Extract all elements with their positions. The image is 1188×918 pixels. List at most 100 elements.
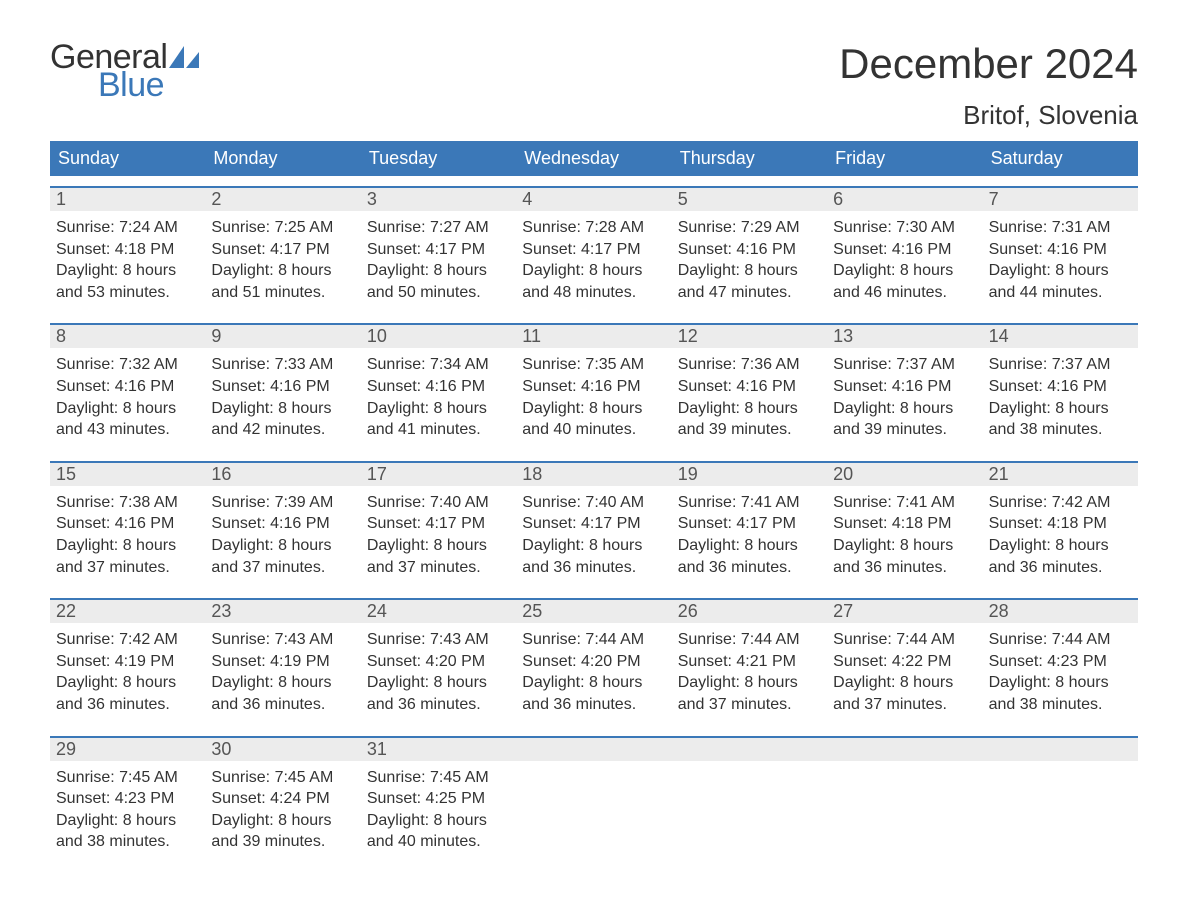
day-details-row: Sunrise: 7:38 AMSunset: 4:16 PMDaylight:… (50, 486, 1138, 588)
day-d1: Daylight: 8 hours (833, 398, 976, 420)
day-d2: and 37 minutes. (56, 557, 199, 579)
day-ss: Sunset: 4:16 PM (989, 376, 1132, 398)
day-d2: and 36 minutes. (522, 557, 665, 579)
day-cell (516, 761, 671, 863)
day-sr: Sunrise: 7:43 AM (211, 629, 354, 651)
day-ss: Sunset: 4:17 PM (522, 513, 665, 535)
day-cell: Sunrise: 7:27 AMSunset: 4:17 PMDaylight:… (361, 211, 516, 313)
day-sr: Sunrise: 7:40 AM (522, 492, 665, 514)
day-ss: Sunset: 4:17 PM (367, 513, 510, 535)
day-number: 13 (827, 325, 982, 348)
day-number: 25 (516, 600, 671, 623)
day-cell: Sunrise: 7:33 AMSunset: 4:16 PMDaylight:… (205, 348, 360, 450)
day-d2: and 36 minutes. (678, 557, 821, 579)
day-sr: Sunrise: 7:45 AM (211, 767, 354, 789)
day-cell: Sunrise: 7:38 AMSunset: 4:16 PMDaylight:… (50, 486, 205, 588)
day-d2: and 39 minutes. (211, 831, 354, 853)
day-sr: Sunrise: 7:39 AM (211, 492, 354, 514)
day-number: 29 (50, 738, 205, 761)
day-d1: Daylight: 8 hours (211, 260, 354, 282)
day-number: 10 (361, 325, 516, 348)
day-cell: Sunrise: 7:24 AMSunset: 4:18 PMDaylight:… (50, 211, 205, 313)
day-d2: and 39 minutes. (678, 419, 821, 441)
day-d2: and 44 minutes. (989, 282, 1132, 304)
day-cell (827, 761, 982, 863)
day-number (516, 738, 671, 761)
day-number: 24 (361, 600, 516, 623)
day-ss: Sunset: 4:21 PM (678, 651, 821, 673)
day-ss: Sunset: 4:18 PM (989, 513, 1132, 535)
day-d1: Daylight: 8 hours (678, 398, 821, 420)
day-d2: and 36 minutes. (56, 694, 199, 716)
day-d1: Daylight: 8 hours (56, 535, 199, 557)
day-d1: Daylight: 8 hours (211, 535, 354, 557)
day-d1: Daylight: 8 hours (678, 260, 821, 282)
day-d1: Daylight: 8 hours (678, 672, 821, 694)
day-cell: Sunrise: 7:39 AMSunset: 4:16 PMDaylight:… (205, 486, 360, 588)
day-number-row: 1234567 (50, 188, 1138, 211)
day-d1: Daylight: 8 hours (522, 672, 665, 694)
day-number: 21 (983, 463, 1138, 486)
day-d1: Daylight: 8 hours (211, 810, 354, 832)
day-cell: Sunrise: 7:29 AMSunset: 4:16 PMDaylight:… (672, 211, 827, 313)
day-header-mon: Monday (205, 141, 360, 176)
day-number: 17 (361, 463, 516, 486)
day-sr: Sunrise: 7:40 AM (367, 492, 510, 514)
day-number (983, 738, 1138, 761)
day-ss: Sunset: 4:19 PM (211, 651, 354, 673)
day-d2: and 37 minutes. (678, 694, 821, 716)
day-d2: and 43 minutes. (56, 419, 199, 441)
day-ss: Sunset: 4:16 PM (678, 239, 821, 261)
day-d1: Daylight: 8 hours (678, 535, 821, 557)
day-d2: and 42 minutes. (211, 419, 354, 441)
month-title: December 2024 (839, 40, 1138, 88)
day-header-wed: Wednesday (516, 141, 671, 176)
day-cell: Sunrise: 7:40 AMSunset: 4:17 PMDaylight:… (516, 486, 671, 588)
day-d1: Daylight: 8 hours (367, 398, 510, 420)
day-d2: and 40 minutes. (367, 831, 510, 853)
day-ss: Sunset: 4:16 PM (56, 513, 199, 535)
day-d1: Daylight: 8 hours (989, 398, 1132, 420)
title-block: December 2024 Britof, Slovenia (839, 40, 1138, 131)
day-number: 3 (361, 188, 516, 211)
header: General Blue December 2024 Britof, Slove… (50, 40, 1138, 131)
day-number: 1 (50, 188, 205, 211)
day-d2: and 50 minutes. (367, 282, 510, 304)
day-details-row: Sunrise: 7:45 AMSunset: 4:23 PMDaylight:… (50, 761, 1138, 863)
day-sr: Sunrise: 7:25 AM (211, 217, 354, 239)
day-details-row: Sunrise: 7:24 AMSunset: 4:18 PMDaylight:… (50, 211, 1138, 313)
day-number (672, 738, 827, 761)
day-d1: Daylight: 8 hours (833, 535, 976, 557)
day-ss: Sunset: 4:18 PM (56, 239, 199, 261)
day-number: 23 (205, 600, 360, 623)
day-number: 20 (827, 463, 982, 486)
day-number: 11 (516, 325, 671, 348)
day-number: 27 (827, 600, 982, 623)
day-number: 15 (50, 463, 205, 486)
day-d2: and 36 minutes. (367, 694, 510, 716)
calendar: Sunday Monday Tuesday Wednesday Thursday… (50, 141, 1138, 863)
day-sr: Sunrise: 7:43 AM (367, 629, 510, 651)
day-cell: Sunrise: 7:43 AMSunset: 4:20 PMDaylight:… (361, 623, 516, 725)
day-number: 31 (361, 738, 516, 761)
day-sr: Sunrise: 7:30 AM (833, 217, 976, 239)
day-number-row: 15161718192021 (50, 463, 1138, 486)
day-sr: Sunrise: 7:37 AM (833, 354, 976, 376)
day-d1: Daylight: 8 hours (367, 672, 510, 694)
calendar-week: 293031Sunrise: 7:45 AMSunset: 4:23 PMDay… (50, 736, 1138, 863)
day-sr: Sunrise: 7:45 AM (367, 767, 510, 789)
day-details-row: Sunrise: 7:32 AMSunset: 4:16 PMDaylight:… (50, 348, 1138, 450)
day-d2: and 41 minutes. (367, 419, 510, 441)
day-ss: Sunset: 4:16 PM (56, 376, 199, 398)
day-d1: Daylight: 8 hours (989, 535, 1132, 557)
day-cell: Sunrise: 7:40 AMSunset: 4:17 PMDaylight:… (361, 486, 516, 588)
day-d1: Daylight: 8 hours (989, 672, 1132, 694)
day-cell: Sunrise: 7:42 AMSunset: 4:18 PMDaylight:… (983, 486, 1138, 588)
day-number: 19 (672, 463, 827, 486)
day-ss: Sunset: 4:19 PM (56, 651, 199, 673)
day-d2: and 36 minutes. (522, 694, 665, 716)
day-sr: Sunrise: 7:45 AM (56, 767, 199, 789)
day-number-row: 22232425262728 (50, 600, 1138, 623)
day-d2: and 47 minutes. (678, 282, 821, 304)
day-sr: Sunrise: 7:35 AM (522, 354, 665, 376)
